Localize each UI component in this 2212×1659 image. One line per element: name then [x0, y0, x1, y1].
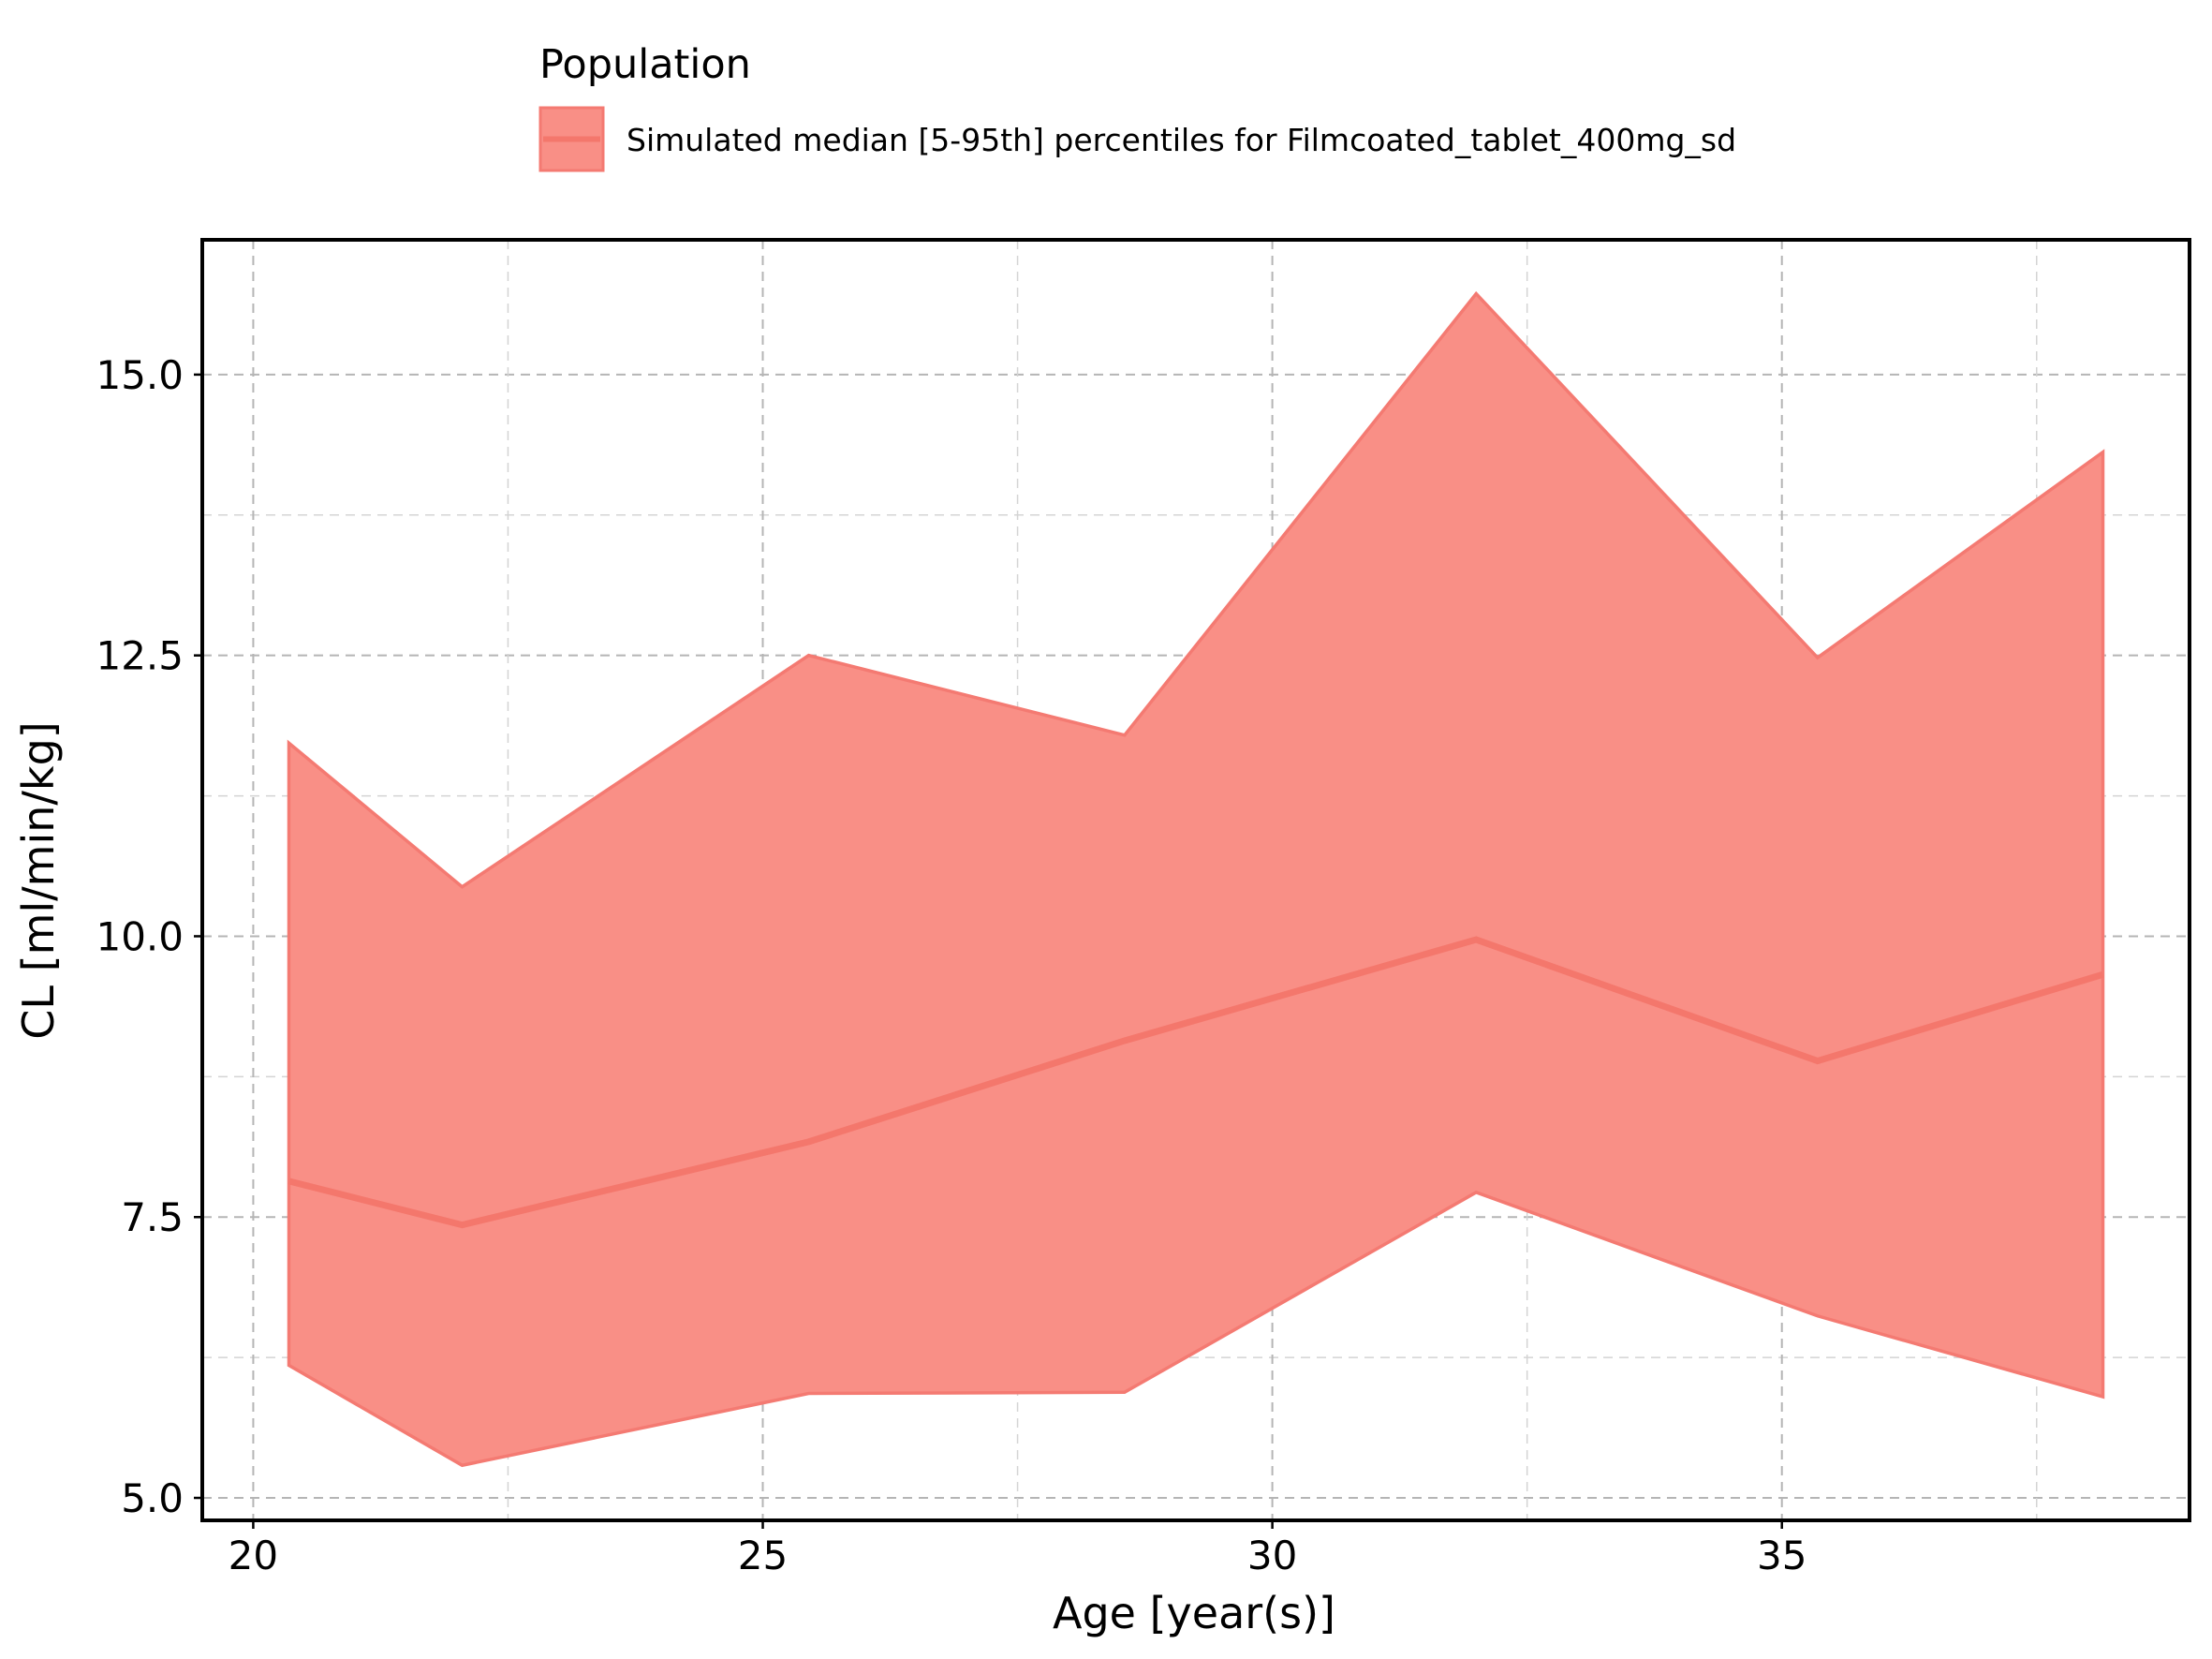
median-line [288, 936, 2104, 1229]
y-tick-label: 7.5 [121, 1194, 184, 1240]
x-tick-label: 30 [1247, 1533, 1297, 1578]
plot-frame [200, 238, 2191, 1522]
y-tick-label: 12.5 [96, 633, 184, 679]
y-tick-label: 15.0 [96, 352, 184, 398]
y-tick-label: 5.0 [121, 1475, 184, 1521]
percentile-band [287, 290, 2105, 1468]
x-tick-label: 20 [229, 1533, 278, 1578]
x-axis-label: Age [year(s)] [1053, 1588, 1335, 1638]
x-tick-label: 35 [1757, 1533, 1806, 1578]
x-tick-label: 25 [738, 1533, 788, 1578]
y-tick-label: 10.0 [96, 913, 184, 959]
plot-area [287, 290, 2105, 1468]
legend-title: Population [539, 41, 751, 88]
legend-label: Simulated median [5-95th] percentiles fo… [627, 122, 1736, 158]
y-axis-label: CL [ml/min/kg] [13, 721, 64, 1039]
legend: Population Simulated median [5-95th] per… [538, 41, 1736, 172]
ticks: 20 25 30 35 5.0 7.5 10.0 12.5 15.0 [96, 352, 1806, 1578]
